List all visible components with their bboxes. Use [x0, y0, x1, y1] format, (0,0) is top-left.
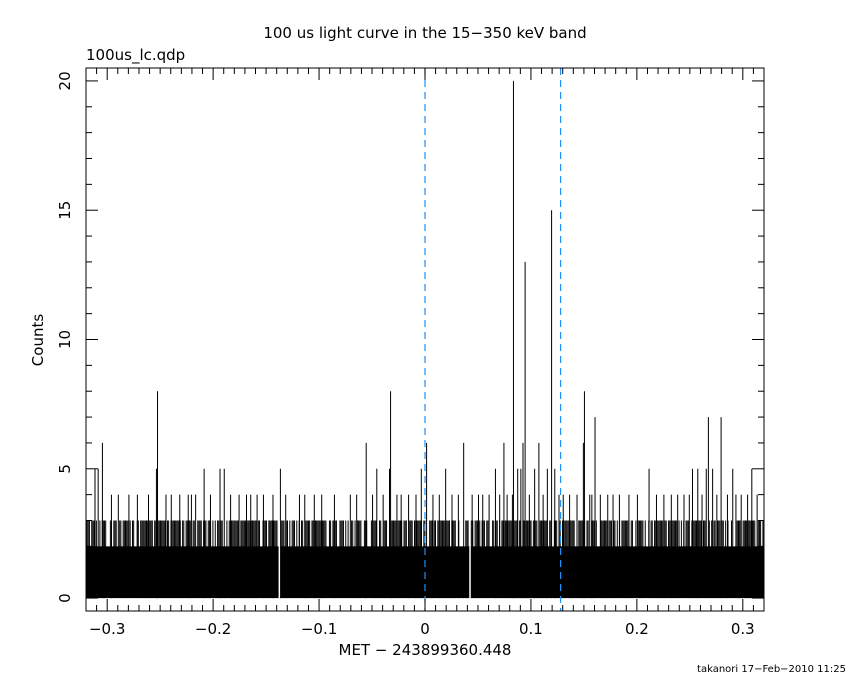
x-tick-label: −0.1: [301, 620, 337, 638]
x-tick-label: 0.3: [731, 620, 755, 638]
x-tick-label: −0.2: [195, 620, 231, 638]
credit-stamp: takanori 17−Feb−2010 11:25: [697, 664, 846, 675]
chart-title: 100 us light curve in the 15−350 keV ban…: [263, 24, 586, 42]
tick-labels-layer: −0.3 −0.2 −0.1 0 0.1 0.2 0.3 0 5 10 15 20: [56, 71, 755, 638]
x-tick-label: 0.1: [519, 620, 543, 638]
x-axis-label: MET − 243899360.448: [339, 641, 512, 659]
y-tick-label: 15: [56, 201, 74, 220]
reference-lines-layer: [424, 68, 562, 611]
x-tick-label: −0.3: [89, 620, 125, 638]
x-tick-label: 0: [420, 620, 430, 638]
y-tick-label: 10: [56, 330, 74, 349]
y-tick-label: 5: [56, 464, 74, 474]
ticks-layer: [85, 68, 765, 611]
y-axis-label: Counts: [29, 314, 47, 367]
y-tick-label: 20: [56, 71, 74, 90]
x-tick-label: 0.2: [625, 620, 649, 638]
file-label: 100us_lc.qdp: [86, 46, 185, 65]
y-tick-label: 0: [56, 593, 74, 603]
